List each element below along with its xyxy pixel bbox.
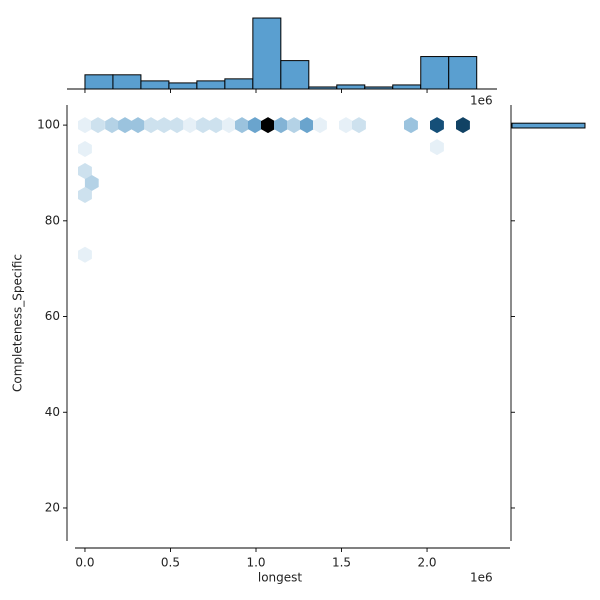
offset-text: 1e6 — [470, 571, 493, 585]
hexbin-cell — [209, 117, 223, 134]
histogram-bar — [392, 84, 422, 90]
hexbin-cell — [91, 117, 105, 134]
y-tick-label: 100 — [37, 118, 60, 132]
hexbin-cell — [78, 163, 92, 179]
histogram-bar — [420, 56, 450, 90]
hexbin-cell — [313, 117, 327, 134]
x-tick-label: 0.0 — [75, 556, 94, 570]
hexbin-cell — [131, 117, 145, 134]
y-tick-label: 60 — [45, 309, 60, 323]
hexbin-cell — [261, 117, 275, 134]
hexbin-cell — [105, 117, 119, 134]
histogram-bar — [112, 74, 142, 90]
hexbin-cell — [78, 117, 92, 134]
histogram-bar — [140, 80, 170, 90]
hexbin-cell — [248, 117, 262, 134]
histogram-bar — [511, 122, 586, 129]
x-tick-label: 1.0 — [246, 556, 265, 570]
hexbin-cell — [170, 117, 184, 134]
histogram-bar — [336, 84, 366, 90]
histogram-bar — [280, 60, 310, 90]
histogram-bar — [252, 17, 282, 90]
hexbin-cell — [183, 117, 197, 134]
hexbin-cell — [430, 139, 444, 156]
hexbin-cell — [84, 175, 99, 191]
hexbin-cell — [274, 117, 288, 134]
y-tick-label: 20 — [45, 500, 60, 514]
hexbin-cell — [404, 117, 418, 134]
hexbin-cell — [157, 117, 171, 134]
hexbin-cell — [222, 117, 236, 134]
histogram-bar — [224, 78, 254, 90]
x-axis-label: longest — [258, 571, 303, 585]
hexbin-cell — [339, 117, 353, 134]
hexbin-cell — [287, 117, 301, 134]
hexbin-cell — [300, 117, 314, 134]
y-tick-label: 40 — [45, 405, 60, 419]
histogram-bar — [84, 74, 114, 90]
hexbin-cell — [118, 117, 132, 134]
offset-text: 1e6 — [470, 94, 493, 108]
hexbin-cell — [430, 117, 444, 134]
y-tick-label: 80 — [45, 213, 60, 227]
histogram-bar — [448, 56, 478, 90]
histogram-bar — [196, 80, 226, 90]
hexbin-cell — [456, 117, 470, 134]
x-tick-label: 1.5 — [332, 556, 351, 570]
hexbin-cell — [196, 117, 210, 134]
hexbin-cell — [235, 117, 249, 134]
hexbin-cell — [78, 187, 92, 203]
x-tick-label: 2.0 — [417, 556, 436, 570]
hexbin-cell — [144, 117, 158, 134]
histogram-bar — [168, 82, 198, 90]
y-axis-label: Completeness_Specific — [11, 254, 25, 392]
x-tick-label: 0.5 — [161, 556, 180, 570]
hexbin-cell — [78, 246, 92, 263]
hexbin-cell — [352, 117, 366, 134]
hexbin-cell — [78, 141, 92, 157]
